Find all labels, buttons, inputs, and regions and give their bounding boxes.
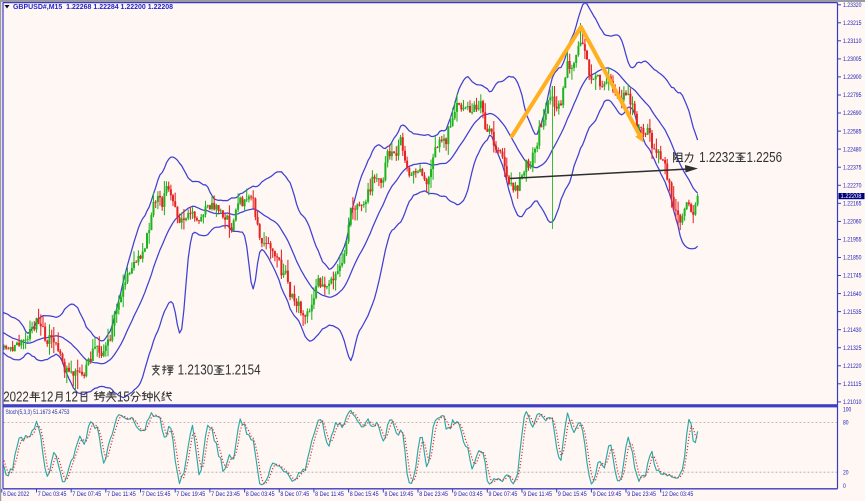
svg-text:1.22795: 1.22795 [843,92,862,99]
svg-text:1.23110: 1.23110 [843,38,862,45]
svg-text:9 Dec 15:45: 9 Dec 15:45 [558,491,587,498]
svg-text:1.21640: 1.21640 [843,291,862,298]
svg-text:1.2256: 1.2256 [746,150,782,166]
svg-text:9 Dec 03:45: 9 Dec 03:45 [454,491,483,498]
svg-text:1.21745: 1.21745 [843,273,862,280]
svg-text:1.23005: 1.23005 [843,56,862,63]
svg-text:1.21430: 1.21430 [843,327,862,334]
svg-text:1.23320: 1.23320 [843,2,862,9]
svg-text:20: 20 [843,469,849,476]
svg-text:7 Dec 03:45: 7 Dec 03:45 [38,491,67,498]
svg-text:7 Dec 07:45: 7 Dec 07:45 [72,491,101,498]
svg-text:9 Dec 07:45: 9 Dec 07:45 [489,491,518,498]
svg-text:8 Dec 15:45: 8 Dec 15:45 [350,491,379,498]
svg-text:7 Dec 23:45: 7 Dec 23:45 [211,491,240,498]
svg-text:12 Dec 03:45: 12 Dec 03:45 [662,491,694,498]
svg-text:9 Dec 19:45: 9 Dec 19:45 [593,491,622,498]
svg-text:8 Dec 07:45: 8 Dec 07:45 [280,491,309,498]
svg-text:1.22900: 1.22900 [843,74,862,81]
svg-text:1.22165: 1.22165 [843,201,862,208]
svg-text:1.21955: 1.21955 [843,237,862,244]
svg-text:1.2130: 1.2130 [178,363,214,379]
svg-text:7 Dec 11:45: 7 Dec 11:45 [107,491,136,498]
svg-text:1.22270: 1.22270 [843,183,862,190]
svg-text:1.22480: 1.22480 [843,146,862,153]
svg-text:1.21535: 1.21535 [843,309,862,316]
svg-text:GBPUSD#,M15 1.22268 1.22284 1: GBPUSD#,M15 1.22268 1.22284 1.22200 1.22… [13,4,173,11]
svg-text:80: 80 [843,420,849,427]
svg-text:8 Dec 03:45: 8 Dec 03:45 [246,491,275,498]
svg-text:12: 12 [41,389,54,405]
svg-text:100: 100 [843,406,851,413]
svg-text:9 Dec 23:45: 9 Dec 23:45 [627,491,656,498]
svg-text:1.2154: 1.2154 [225,363,261,379]
svg-text:1.21010: 1.21010 [843,399,862,406]
svg-text:1.21220: 1.21220 [843,363,862,370]
svg-text:1.22208: 1.22208 [841,193,862,200]
svg-text:9 Dec 11:45: 9 Dec 11:45 [523,491,552,498]
svg-text:K: K [153,389,161,405]
svg-text:1.22585: 1.22585 [843,128,862,135]
svg-text:15: 15 [117,389,130,405]
svg-text:12: 12 [65,389,78,405]
svg-text:8 Dec 19:45: 8 Dec 19:45 [385,491,414,498]
svg-text:1.23215: 1.23215 [843,20,862,27]
svg-text:1.2232: 1.2232 [699,150,735,166]
svg-text:2022: 2022 [3,389,29,405]
svg-text:6 Dec 2022: 6 Dec 2022 [3,491,29,498]
svg-text:1.22690: 1.22690 [843,110,862,117]
svg-text:1.21115: 1.21115 [843,381,862,388]
svg-text:1.21850: 1.21850 [843,255,862,262]
svg-text:1.22060: 1.22060 [843,219,862,226]
svg-text:1.21325: 1.21325 [843,345,862,352]
svg-text:1.22375: 1.22375 [843,164,862,171]
svg-text:8 Dec 23:45: 8 Dec 23:45 [419,491,448,498]
svg-text:7 Dec 19:45: 7 Dec 19:45 [176,491,205,498]
svg-text:8 Dec 11:45: 8 Dec 11:45 [315,491,344,498]
svg-text:7 Dec 15:45: 7 Dec 15:45 [142,491,171,498]
svg-text:0: 0 [843,483,846,490]
svg-text:Stoch(5,3,3) 51.1673 45.4753: Stoch(5,3,3) 51.1673 45.4753 [6,409,70,416]
